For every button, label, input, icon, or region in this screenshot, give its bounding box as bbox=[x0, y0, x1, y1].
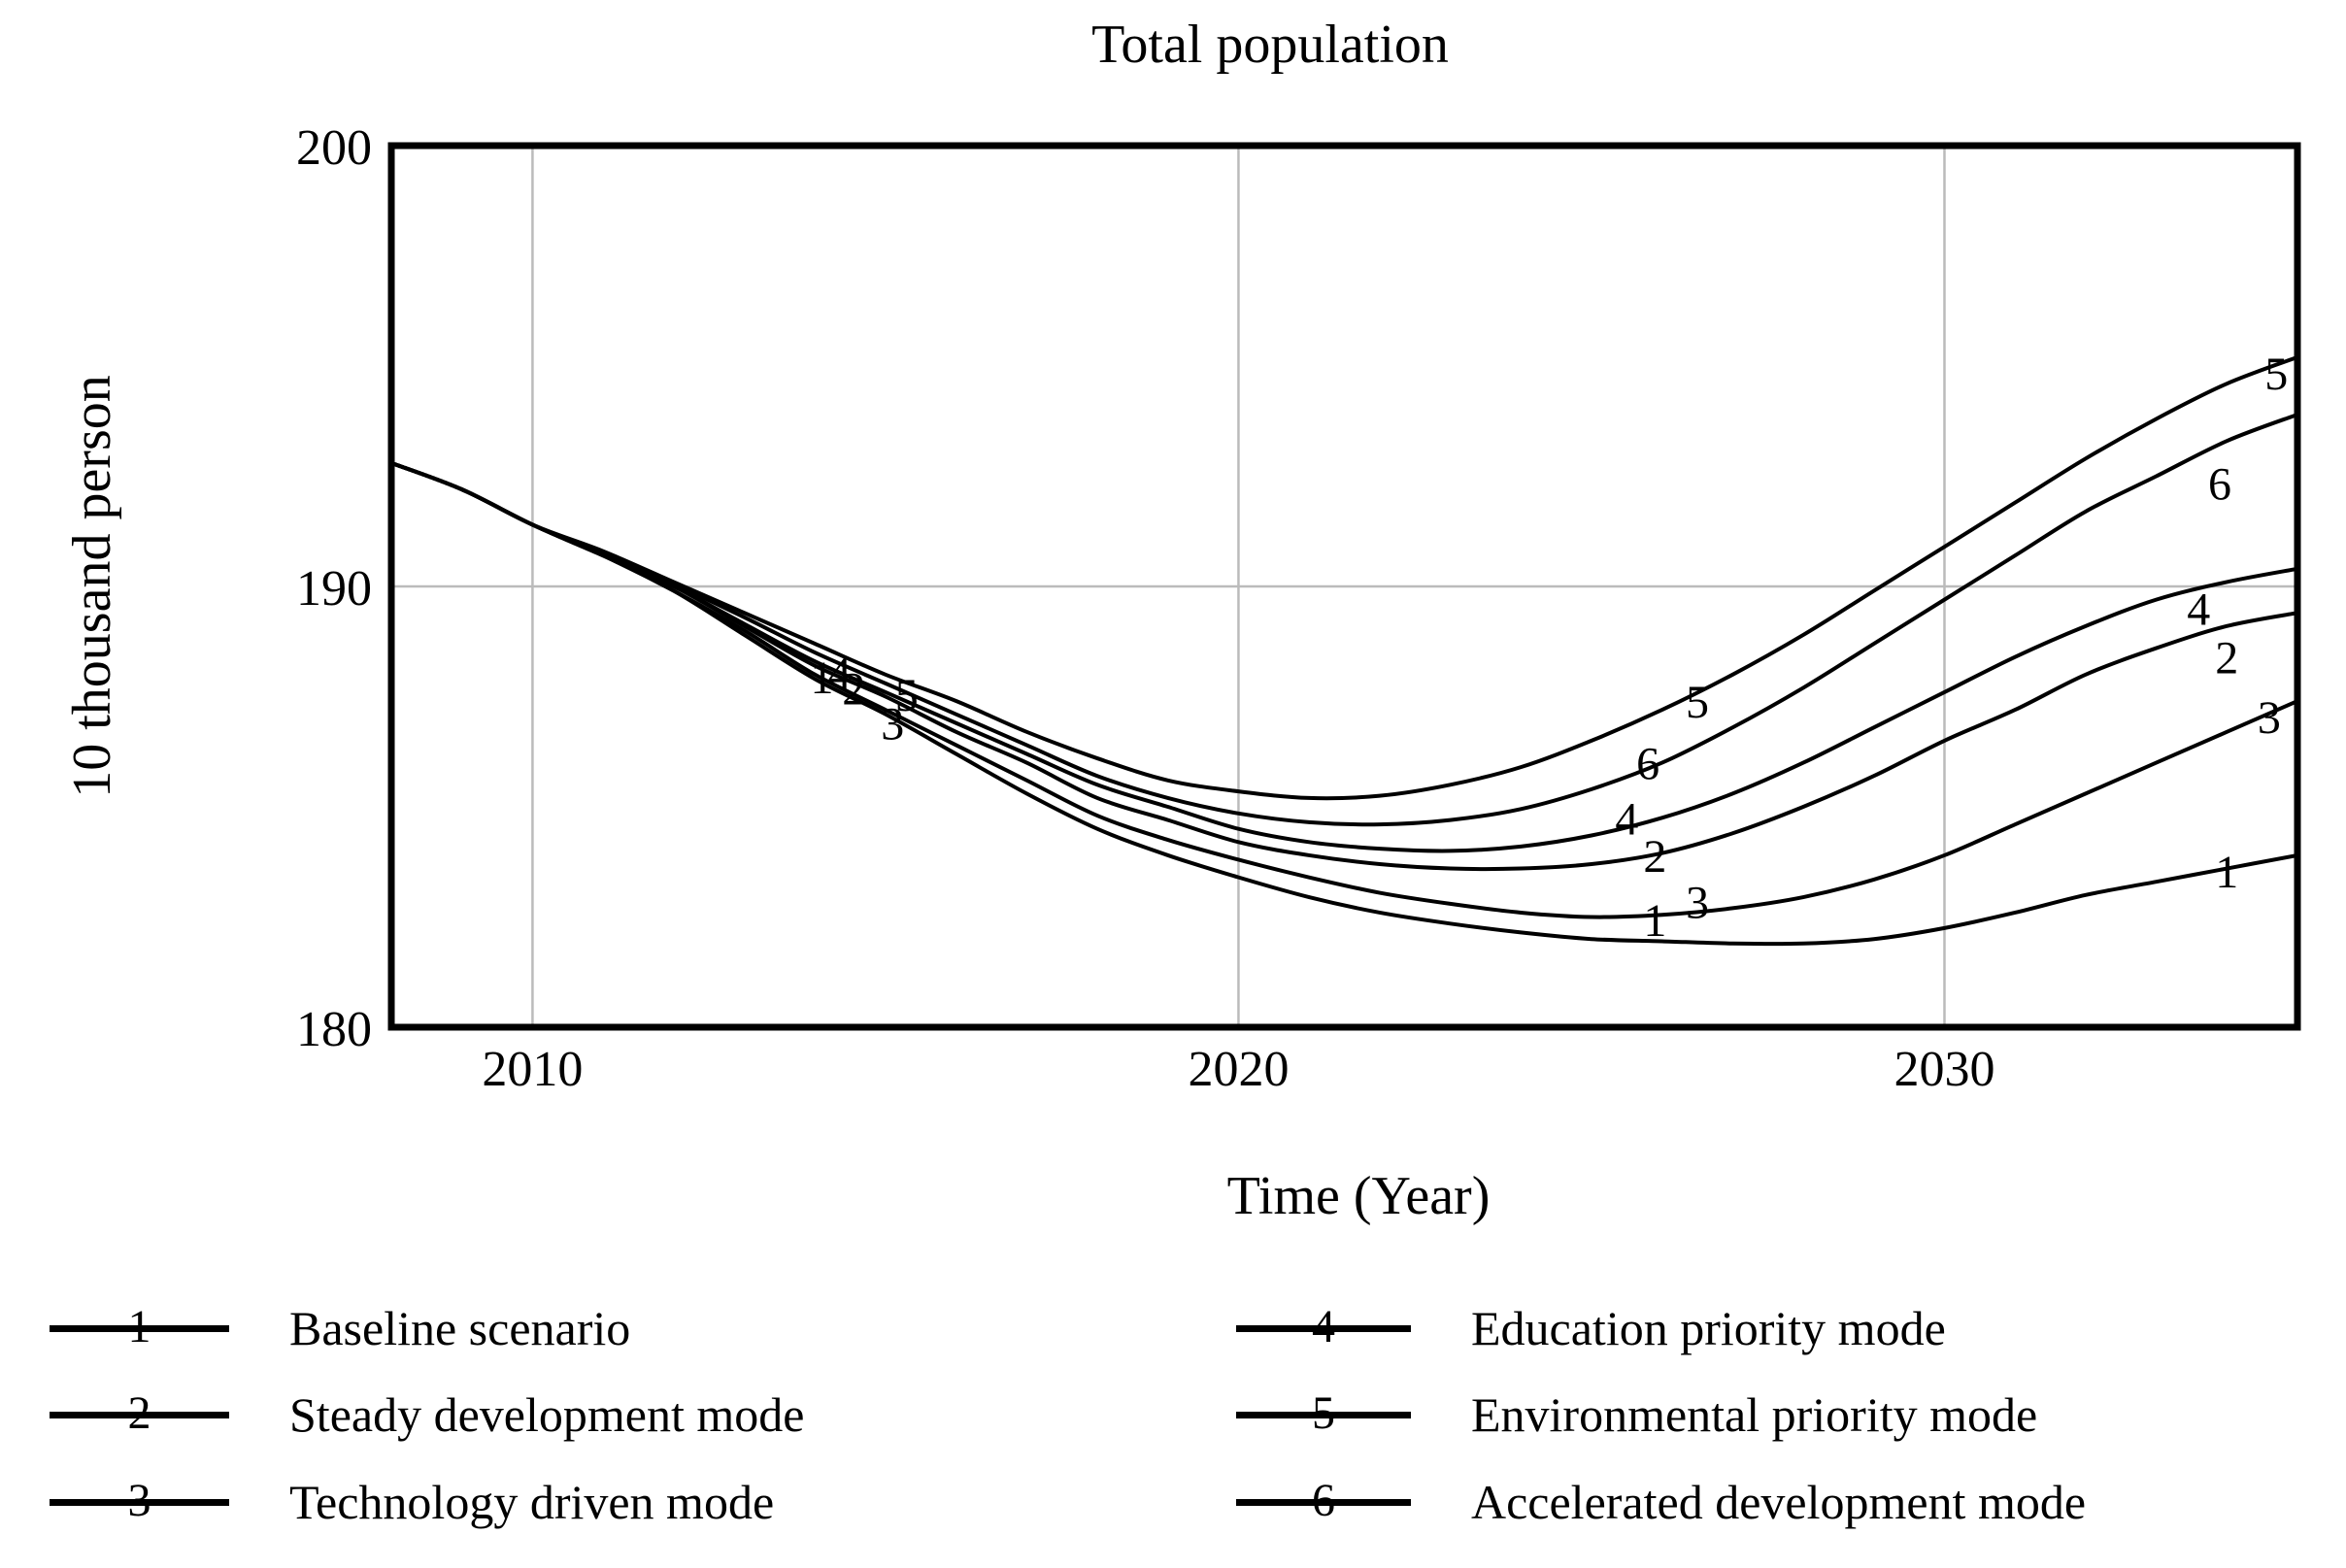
curve-series-3 bbox=[391, 461, 2297, 919]
plot-frame bbox=[387, 142, 2301, 1031]
curve-label-1: 1 bbox=[2215, 847, 2238, 898]
curve-label-2: 2 bbox=[2215, 633, 2238, 684]
x-tick-label-2010: 2010 bbox=[482, 1042, 583, 1097]
curve-label-3: 3 bbox=[1686, 878, 1709, 929]
curve-series-1 bbox=[391, 461, 2297, 947]
curve-label-2: 2 bbox=[842, 663, 865, 715]
curve-series-5 bbox=[391, 355, 2297, 801]
y-tick-label-180: 180 bbox=[296, 1002, 372, 1057]
curve-label-4: 4 bbox=[828, 649, 852, 700]
curve-label-5: 5 bbox=[2264, 349, 2288, 400]
curve-label-4: 4 bbox=[1615, 793, 1638, 845]
x-axis-title: Time (Year) bbox=[1226, 1166, 1491, 1226]
curve-series-6 bbox=[391, 413, 2297, 827]
curve-label-1: 1 bbox=[810, 652, 833, 704]
y-tick-label-190: 190 bbox=[296, 561, 372, 617]
curve-series-4 bbox=[391, 461, 2297, 853]
curve-label-3: 3 bbox=[881, 699, 904, 751]
curve-series-2 bbox=[391, 461, 2297, 872]
curve-label-6: 6 bbox=[1636, 739, 1659, 790]
curve-label-2: 2 bbox=[1643, 831, 1666, 883]
curve-label-5: 5 bbox=[895, 670, 919, 721]
x-tick-label-2030: 2030 bbox=[1894, 1042, 1994, 1097]
x-tick-label-2020: 2020 bbox=[1188, 1042, 1289, 1097]
chart-title: Total population bbox=[1091, 15, 1449, 75]
curve-label-5: 5 bbox=[1686, 677, 1709, 728]
curve-label-6: 6 bbox=[2208, 458, 2231, 510]
curve-label-4: 4 bbox=[2187, 584, 2210, 636]
y-tick-label-200: 200 bbox=[296, 120, 372, 176]
curve-label-1: 1 bbox=[1643, 895, 1666, 947]
curve-label-3: 3 bbox=[2258, 692, 2281, 744]
